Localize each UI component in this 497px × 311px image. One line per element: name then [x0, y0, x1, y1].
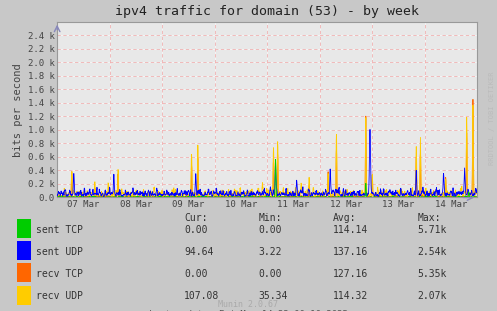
Text: 3.22: 3.22 — [258, 247, 282, 257]
Text: Avg:: Avg: — [333, 213, 356, 223]
Bar — [17, 219, 31, 238]
Bar — [17, 285, 31, 305]
Text: Max:: Max: — [417, 213, 441, 223]
Text: Cur:: Cur: — [184, 213, 207, 223]
Text: 137.16: 137.16 — [333, 247, 368, 257]
Text: Munin 2.0.67: Munin 2.0.67 — [219, 300, 278, 309]
Text: sent TCP: sent TCP — [36, 225, 83, 234]
Text: 107.08: 107.08 — [184, 291, 219, 301]
Text: 114.32: 114.32 — [333, 291, 368, 301]
Text: 127.16: 127.16 — [333, 269, 368, 279]
Text: recv TCP: recv TCP — [36, 269, 83, 279]
Text: 114.14: 114.14 — [333, 225, 368, 234]
Bar — [17, 241, 31, 260]
Bar — [17, 263, 31, 282]
Text: Min:: Min: — [258, 213, 282, 223]
Text: 0.00: 0.00 — [258, 225, 282, 234]
Text: 35.34: 35.34 — [258, 291, 288, 301]
Text: 2.54k: 2.54k — [417, 247, 447, 257]
Text: 0.00: 0.00 — [184, 269, 207, 279]
Text: 0.00: 0.00 — [184, 225, 207, 234]
Text: RRDTOOL / TOBI OETIKER: RRDTOOL / TOBI OETIKER — [489, 72, 495, 165]
Text: recv UDP: recv UDP — [36, 291, 83, 301]
Title: ipv4 traffic for domain (53) - by week: ipv4 traffic for domain (53) - by week — [115, 5, 419, 18]
Text: 2.07k: 2.07k — [417, 291, 447, 301]
Text: sent UDP: sent UDP — [36, 247, 83, 257]
Text: 94.64: 94.64 — [184, 247, 213, 257]
Text: 5.71k: 5.71k — [417, 225, 447, 234]
Text: Last update: Fri Mar 14 22:00:10 2025: Last update: Fri Mar 14 22:00:10 2025 — [149, 310, 348, 311]
Text: 0.00: 0.00 — [258, 269, 282, 279]
Text: 5.35k: 5.35k — [417, 269, 447, 279]
Y-axis label: bits per second: bits per second — [13, 63, 23, 156]
